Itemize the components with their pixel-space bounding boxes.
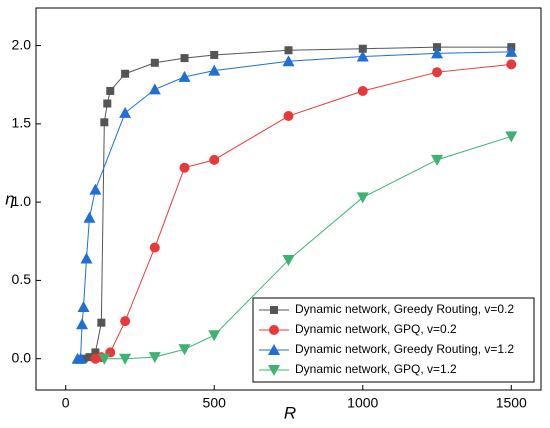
- marker: [356, 50, 369, 62]
- marker: [284, 46, 293, 55]
- plot-frame: [35, 7, 542, 391]
- marker: [97, 318, 106, 327]
- legend-label: Dynamic network, Greedy Routing, v=1.2: [295, 342, 514, 356]
- marker: [106, 86, 115, 95]
- y-tick-label: 1.5: [12, 115, 32, 131]
- marker: [179, 162, 190, 173]
- marker: [357, 85, 368, 96]
- legend-marker: [268, 365, 280, 376]
- x-tick-label: 1500: [496, 395, 527, 411]
- marker: [89, 183, 102, 195]
- marker: [121, 69, 130, 78]
- marker: [180, 54, 189, 63]
- marker: [505, 45, 518, 57]
- y-tick-label: 0.5: [12, 271, 32, 287]
- marker: [103, 99, 112, 108]
- marker: [77, 301, 90, 313]
- marker: [432, 67, 443, 78]
- marker: [149, 242, 160, 253]
- legend-label: Dynamic network, GPQ, v=1.2: [295, 362, 457, 376]
- marker: [85, 353, 94, 362]
- legend: Dynamic network, Greedy Routing, v=0.2 Dy…: [252, 297, 535, 383]
- legend-frame: [252, 297, 535, 383]
- marker: [433, 43, 442, 52]
- marker: [358, 44, 367, 53]
- marker: [80, 252, 93, 264]
- marker: [210, 50, 219, 59]
- marker: [208, 64, 221, 76]
- legend-label: Dynamic network, Greedy Routing, v=0.2: [295, 302, 514, 316]
- x-axis-label: R: [284, 403, 296, 422]
- y-tick-label: 0.0: [12, 349, 32, 365]
- marker: [74, 352, 87, 364]
- marker: [76, 318, 89, 330]
- x-tick-label: 0: [62, 395, 70, 411]
- marker: [209, 154, 220, 165]
- legend-marker: [268, 344, 280, 355]
- marker: [98, 353, 111, 365]
- marker: [178, 344, 191, 356]
- marker: [283, 111, 294, 122]
- marker: [91, 348, 100, 357]
- marker: [282, 55, 295, 67]
- legend-label: Dynamic network, GPQ, v=0.2: [295, 322, 457, 336]
- marker: [148, 352, 161, 364]
- x-tick-label: 500: [203, 395, 227, 411]
- marker: [148, 83, 161, 95]
- marker: [119, 106, 132, 118]
- marker: [83, 211, 96, 223]
- marker: [100, 118, 109, 127]
- x-tick-label: 1000: [347, 395, 378, 411]
- marker: [282, 255, 295, 267]
- marker: [431, 47, 444, 59]
- marker: [431, 154, 444, 166]
- legend-marker: [269, 325, 279, 335]
- legend-marker: [270, 306, 278, 314]
- marker: [178, 70, 191, 82]
- y-axis-label: η: [5, 189, 14, 208]
- y-tick-label: 1.0: [12, 193, 32, 209]
- marker: [505, 131, 518, 143]
- marker: [150, 58, 159, 67]
- marker: [208, 330, 221, 342]
- y-tick-label: 2.0: [12, 36, 32, 52]
- marker: [506, 59, 517, 70]
- marker: [119, 353, 132, 365]
- marker: [356, 192, 369, 204]
- marker: [120, 316, 131, 327]
